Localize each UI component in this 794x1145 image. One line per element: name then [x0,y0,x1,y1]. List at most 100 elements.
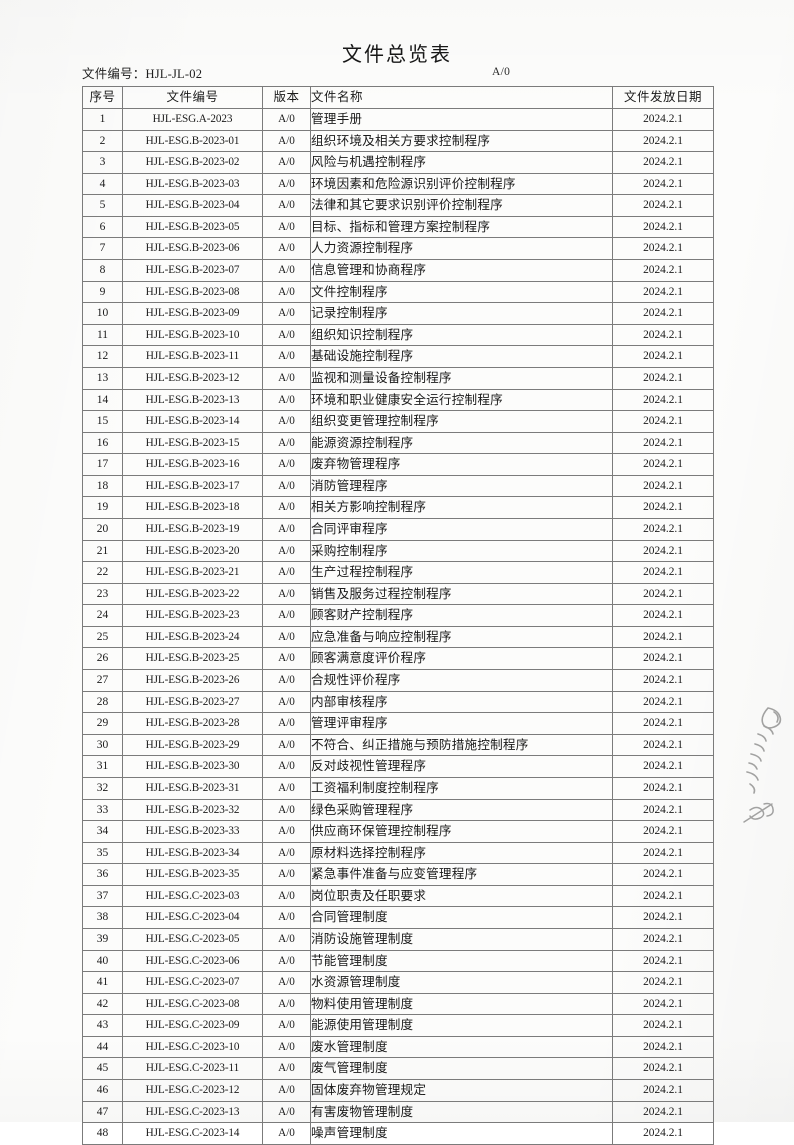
cell-seq: 36 [82,863,123,886]
cell-version: A/0 [262,259,311,282]
cell-version: A/0 [262,625,311,649]
cell-date: 2024.2.1 [612,1035,714,1059]
cell-date: 2024.2.1 [612,971,714,994]
cell-code: HJL-ESG.B-2023-13 [122,388,263,412]
cell-name: 废气管理制度 [310,1057,613,1081]
cell-version: A/0 [262,561,311,584]
cell-code: HJL-ESG.B-2023-34 [122,841,263,865]
cell-name: 顾客满意度评价程序 [310,647,613,671]
table-row: 28 HJL-ESG.B-2023-27 A/0 内部审核程序 2024.2.1 [82,690,714,714]
cell-version: A/0 [262,669,311,692]
cell-version: A/0 [262,366,311,390]
cell-name: 法律和其它要求识别评价控制程序 [310,194,613,217]
cell-version: A/0 [262,712,311,735]
revision-mark: A/0 [492,66,511,78]
cell-version: A/0 [262,539,311,563]
cell-seq: 15 [82,410,123,433]
cell-date: 2024.2.1 [612,366,714,390]
cell-code: HJL-ESG.B-2023-07 [122,259,263,282]
table-row: 42 HJL-ESG.C-2023-08 A/0 物料使用管理制度 2024.2.1 [82,992,714,1016]
cell-seq: 8 [82,259,123,282]
cell-name: 物料使用管理制度 [310,992,613,1016]
table-row: 43 HJL-ESG.C-2023-09 A/0 能源使用管理制度 2024.2.1 [82,1014,714,1037]
table-row: 15 HJL-ESG.B-2023-14 A/0 组织变更管理控制程序 2024.2.1 [82,410,714,433]
cell-date: 2024.2.1 [612,798,714,822]
cell-version: A/0 [262,517,311,541]
cell-name: 固体废弃物管理规定 [310,1079,613,1102]
cell-seq: 17 [82,453,123,476]
cell-name: 噪声管理制度 [310,1122,613,1145]
cell-seq: 33 [82,798,123,822]
table-row: 37 HJL-ESG.C-2023-03 A/0 岗位职责及任职要求 2024.2.1 [82,884,714,908]
table-row: 30 HJL-ESG.B-2023-29 A/0 不符合、纠正措施与预防措施控制程序 2… [82,733,714,757]
cell-seq: 18 [82,474,123,498]
cell-seq: 11 [82,323,123,347]
cell-code: HJL-ESG.C-2023-07 [122,971,263,994]
cell-seq: 28 [82,690,123,714]
cell-code: HJL-ESG.C-2023-12 [122,1079,263,1102]
cell-date: 2024.2.1 [612,474,714,498]
cell-date: 2024.2.1 [612,517,714,541]
cell-name: 环境和职业健康安全运行控制程序 [310,388,613,412]
cell-date: 2024.2.1 [612,1122,714,1145]
cell-date: 2024.2.1 [612,345,714,368]
cell-version: A/0 [262,410,311,433]
cell-date: 2024.2.1 [612,906,714,929]
cell-code: HJL-ESG.B-2023-20 [122,539,263,563]
cell-seq: 24 [82,604,123,627]
cell-name: 生产过程控制程序 [310,561,613,584]
cell-code: HJL-ESG.B-2023-17 [122,474,263,498]
cell-version: A/0 [262,302,311,325]
cell-code: HJL-ESG.C-2023-13 [122,1100,263,1124]
table-row: 16 HJL-ESG.B-2023-15 A/0 能源资源控制程序 2024.2.1 [82,431,714,455]
cell-seq: 13 [82,366,123,390]
cell-name: 基础设施控制程序 [310,345,613,368]
cell-code: HJL-ESG.B-2023-01 [122,129,263,153]
cell-date: 2024.2.1 [612,884,714,908]
cell-seq: 32 [82,776,123,800]
cell-name: 废弃物管理程序 [310,453,613,476]
table-row: 5 HJL-ESG.B-2023-04 A/0 法律和其它要求识别评价控制程序 2024… [82,194,714,217]
cell-name: 风险与机遇控制程序 [310,151,613,174]
table-row: 29 HJL-ESG.B-2023-28 A/0 管理评审程序 2024.2.1 [82,712,714,735]
cell-code: HJL-ESG.C-2023-08 [122,992,263,1016]
table-row: 26 HJL-ESG.B-2023-25 A/0 顾客满意度评价程序 2024.2.1 [82,647,714,671]
cell-name: 工资福利制度控制程序 [310,776,613,800]
cell-code: HJL-ESG.B-2023-19 [122,517,263,541]
cell-version: A/0 [262,798,311,822]
cell-date: 2024.2.1 [612,151,714,174]
table-row: 13 HJL-ESG.B-2023-12 A/0 监视和测量设备控制程序 2024.2.… [82,366,714,390]
cell-seq: 44 [82,1035,123,1059]
table-row: 4 HJL-ESG.B-2023-03 A/0 环境因素和危险源识别评价控制程序 202… [82,172,714,196]
table-row: 48 HJL-ESG.C-2023-14 A/0 噪声管理制度 2024.2.1 [82,1122,714,1145]
cell-code: HJL-ESG.B-2023-27 [122,690,263,714]
cell-code: HJL-ESG.B-2023-32 [122,798,263,822]
table-row: 22 HJL-ESG.B-2023-21 A/0 生产过程控制程序 2024.2.1 [82,561,714,584]
cell-date: 2024.2.1 [612,539,714,563]
cell-date: 2024.2.1 [612,302,714,325]
cell-seq: 9 [82,280,123,304]
cell-name: 原材料选择控制程序 [310,841,613,865]
cell-version: A/0 [262,129,311,153]
cell-code: HJL-ESG.B-2023-10 [122,323,263,347]
cell-version: A/0 [262,841,311,865]
cell-code: HJL-ESG.B-2023-24 [122,625,263,649]
cell-code: HJL-ESG.B-2023-28 [122,712,263,735]
cell-version: A/0 [262,453,311,476]
table-row: 14 HJL-ESG.B-2023-13 A/0 环境和职业健康安全运行控制程序 202… [82,388,714,412]
cell-seq: 35 [82,841,123,865]
cell-version: A/0 [262,604,311,627]
cell-version: A/0 [262,1014,311,1037]
cell-code: HJL-ESG.C-2023-03 [122,884,263,908]
cell-seq: 7 [82,237,123,261]
cell-version: A/0 [262,1100,311,1124]
cell-seq: 20 [82,517,123,541]
cell-version: A/0 [262,151,311,174]
cell-seq: 19 [82,496,123,519]
cell-seq: 41 [82,971,123,994]
cell-seq: 42 [82,992,123,1016]
cell-date: 2024.2.1 [612,669,714,692]
table-row: 24 HJL-ESG.B-2023-23 A/0 顾客财产控制程序 2024.2.1 [82,604,714,627]
table-row: 17 HJL-ESG.B-2023-16 A/0 废弃物管理程序 2024.2.1 [82,453,714,476]
